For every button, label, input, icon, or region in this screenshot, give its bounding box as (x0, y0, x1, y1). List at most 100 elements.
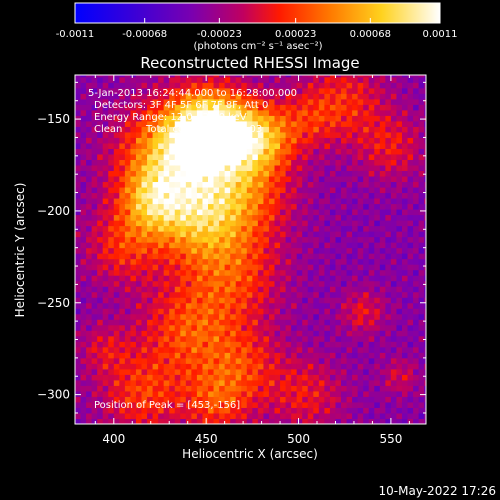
heatmap-cell (191, 159, 198, 166)
heatmap-cell (268, 225, 276, 232)
heatmap-cell (296, 198, 303, 205)
heatmap-cell (346, 209, 353, 216)
heatmap-cell (158, 352, 165, 359)
heatmap-cell (91, 104, 98, 111)
heatmap-cell (318, 374, 325, 381)
heatmap-cell (152, 280, 159, 287)
heatmap-cell (374, 341, 381, 348)
heatmap-cell (357, 396, 364, 403)
heatmap-cell (185, 236, 192, 243)
heatmap-cell (241, 346, 248, 353)
heatmap-cell (241, 385, 248, 392)
heatmap-cell (224, 324, 231, 331)
heatmap-cell (147, 341, 154, 348)
heatmap-cell (346, 131, 353, 138)
heatmap-cell (318, 159, 325, 166)
heatmap-cell (313, 363, 320, 370)
heatmap-cell (158, 374, 165, 381)
heatmap-cell (268, 308, 276, 315)
heatmap-cell (208, 142, 215, 149)
heatmap-cell (202, 93, 209, 100)
heatmap-cell (86, 236, 93, 243)
heatmap-cell (307, 418, 314, 424)
heatmap-cell (324, 120, 331, 127)
heatmap-cell (230, 297, 237, 304)
heatmap-cell (407, 75, 414, 78)
heatmap-cell (113, 220, 120, 227)
heatmap-cell (102, 120, 109, 127)
heatmap-cell (113, 120, 120, 127)
heatmap-cell (257, 418, 264, 424)
heatmap-cell (401, 253, 409, 260)
heatmap-cell (302, 346, 309, 353)
heatmap-cell (341, 297, 348, 304)
heatmap-cell (385, 137, 392, 144)
heatmap-cell (163, 109, 170, 116)
heatmap-cell (108, 198, 115, 205)
heatmap-cell (130, 308, 137, 315)
heatmap-cell (219, 407, 226, 414)
heatmap-cell (285, 401, 292, 408)
heatmap-cell (241, 209, 248, 216)
heatmap-cell (86, 302, 93, 309)
heatmap-cell (124, 253, 131, 260)
heatmap-cell (379, 131, 386, 138)
heatmap-cell (141, 379, 148, 386)
heatmap-cell (379, 247, 386, 254)
heatmap-cell (224, 418, 231, 424)
heatmap-cell (313, 396, 320, 403)
heatmap-cell (291, 115, 298, 122)
heatmap-cell (202, 363, 209, 370)
heatmap-cell (307, 269, 314, 276)
heatmap-cell (196, 412, 203, 419)
heatmap-cell (352, 120, 359, 127)
heatmap-cell (124, 297, 131, 304)
heatmap-cell (108, 93, 115, 100)
heatmap-cell (368, 341, 375, 348)
heatmap-cell (235, 104, 242, 111)
heatmap-cell (307, 374, 314, 381)
heatmap-cell (313, 115, 320, 122)
heatmap-cell (75, 418, 82, 424)
heatmap-cell (357, 297, 364, 304)
heatmap-cell (86, 308, 93, 315)
heatmap-cell (363, 324, 370, 331)
heatmap-cell (257, 396, 264, 403)
heatmap-cell (274, 209, 281, 216)
heatmap-cell (86, 165, 93, 172)
heatmap-cell (169, 297, 176, 304)
heatmap-cell (424, 76, 426, 83)
heatmap-cell (191, 374, 198, 381)
heatmap-cell (80, 203, 87, 210)
heatmap-cell (274, 324, 281, 331)
heatmap-cell (263, 159, 270, 166)
heatmap-cell (108, 379, 115, 386)
heatmap-cell (213, 280, 220, 287)
heatmap-cell (335, 390, 342, 397)
heatmap-cell (147, 148, 154, 155)
heatmap-cell (335, 153, 342, 160)
heatmap-cell (307, 93, 314, 100)
heatmap-cell (285, 187, 292, 194)
heatmap-cell (379, 352, 386, 359)
heatmap-cell (252, 319, 259, 326)
heatmap-cell (374, 396, 381, 403)
heatmap-cell (341, 165, 348, 172)
heatmap-cell (169, 374, 176, 381)
heatmap-cell (124, 187, 131, 194)
heatmap-cell (379, 330, 386, 337)
heatmap-cell (413, 142, 420, 149)
heatmap-cell (80, 214, 87, 221)
heatmap-cell (135, 286, 143, 293)
heatmap-cell (246, 104, 253, 111)
heatmap-cell (379, 176, 386, 183)
heatmap-cell (352, 209, 359, 216)
heatmap-cell (169, 220, 176, 227)
heatmap-cell (141, 385, 148, 392)
heatmap-cell (246, 280, 253, 287)
heatmap-cell (280, 407, 287, 414)
heatmap-cell (341, 280, 348, 287)
heatmap-cell (291, 297, 298, 304)
x-axis-label: Heliocentric X (arcsec) (182, 447, 318, 461)
heatmap-cell (119, 148, 126, 155)
